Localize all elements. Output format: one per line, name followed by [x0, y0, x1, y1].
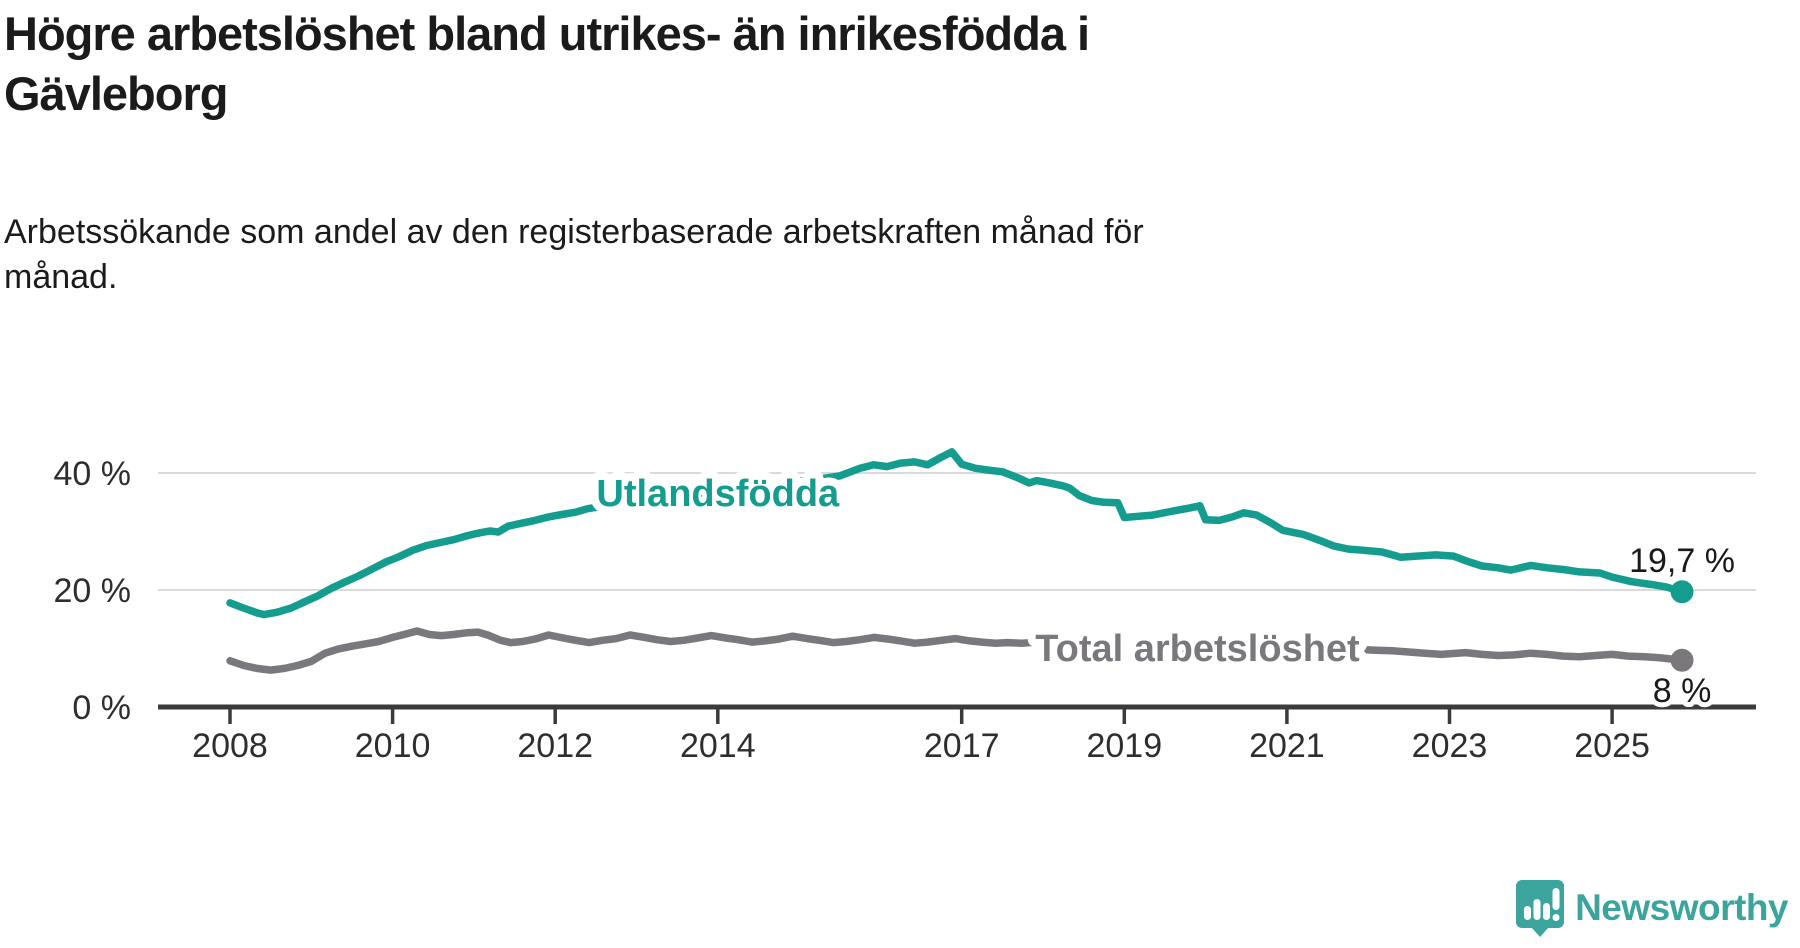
utlandsfodda-end-value-label: 19,7 % [1629, 542, 1735, 580]
y-tick-label-40: 40 % [54, 455, 132, 493]
y-tick-label-0: 0 % [72, 689, 131, 727]
utlandsfodda-label: Utlandsfödda [596, 473, 840, 515]
x-tick-label-2010: 2010 [355, 727, 431, 765]
newsworthy-logo: Newsworthy [1514, 878, 1788, 938]
chart-subtitle: Arbetssökande som andel av den registerb… [4, 210, 1564, 300]
x-tick-label-2023: 2023 [1412, 727, 1488, 765]
page-title: Högre arbetslöshet bland utrikes- än inr… [4, 4, 1564, 124]
title-line-1: Högre arbetslöshet bland utrikes- än inr… [4, 7, 1090, 60]
x-tick-label-2008: 2008 [192, 727, 268, 765]
title-line-2: Gävleborg [4, 67, 228, 121]
x-tick-label-2025: 2025 [1574, 727, 1650, 765]
total-arbetsloshet-end-value-label: 8 % [1653, 672, 1712, 710]
total-arbetsloshet-end-dot [1670, 648, 1694, 672]
y-tick-label-20: 20 % [54, 572, 132, 610]
x-tick-label-2021: 2021 [1249, 727, 1325, 765]
total-arbetsloshet-label: Total arbetslöshet [1035, 628, 1360, 670]
utlandsfodda-end-dot [1670, 580, 1694, 604]
subtitle-line-1: Arbetssökande som andel av den registerb… [4, 213, 1144, 251]
bar-chart-speech-bubble-icon [1516, 880, 1565, 937]
logo-wordmark: Newsworthy [1575, 887, 1788, 928]
subtitle-line-2: månad. [4, 258, 118, 297]
total-arbetsloshet-line [226, 627, 1686, 674]
utlandsfodda-line [226, 448, 1686, 619]
x-tick-label-2012: 2012 [517, 727, 593, 765]
x-tick-label-2017: 2017 [924, 727, 1000, 765]
x-tick-label-2014: 2014 [680, 727, 756, 765]
x-tick-label-2019: 2019 [1086, 727, 1162, 765]
